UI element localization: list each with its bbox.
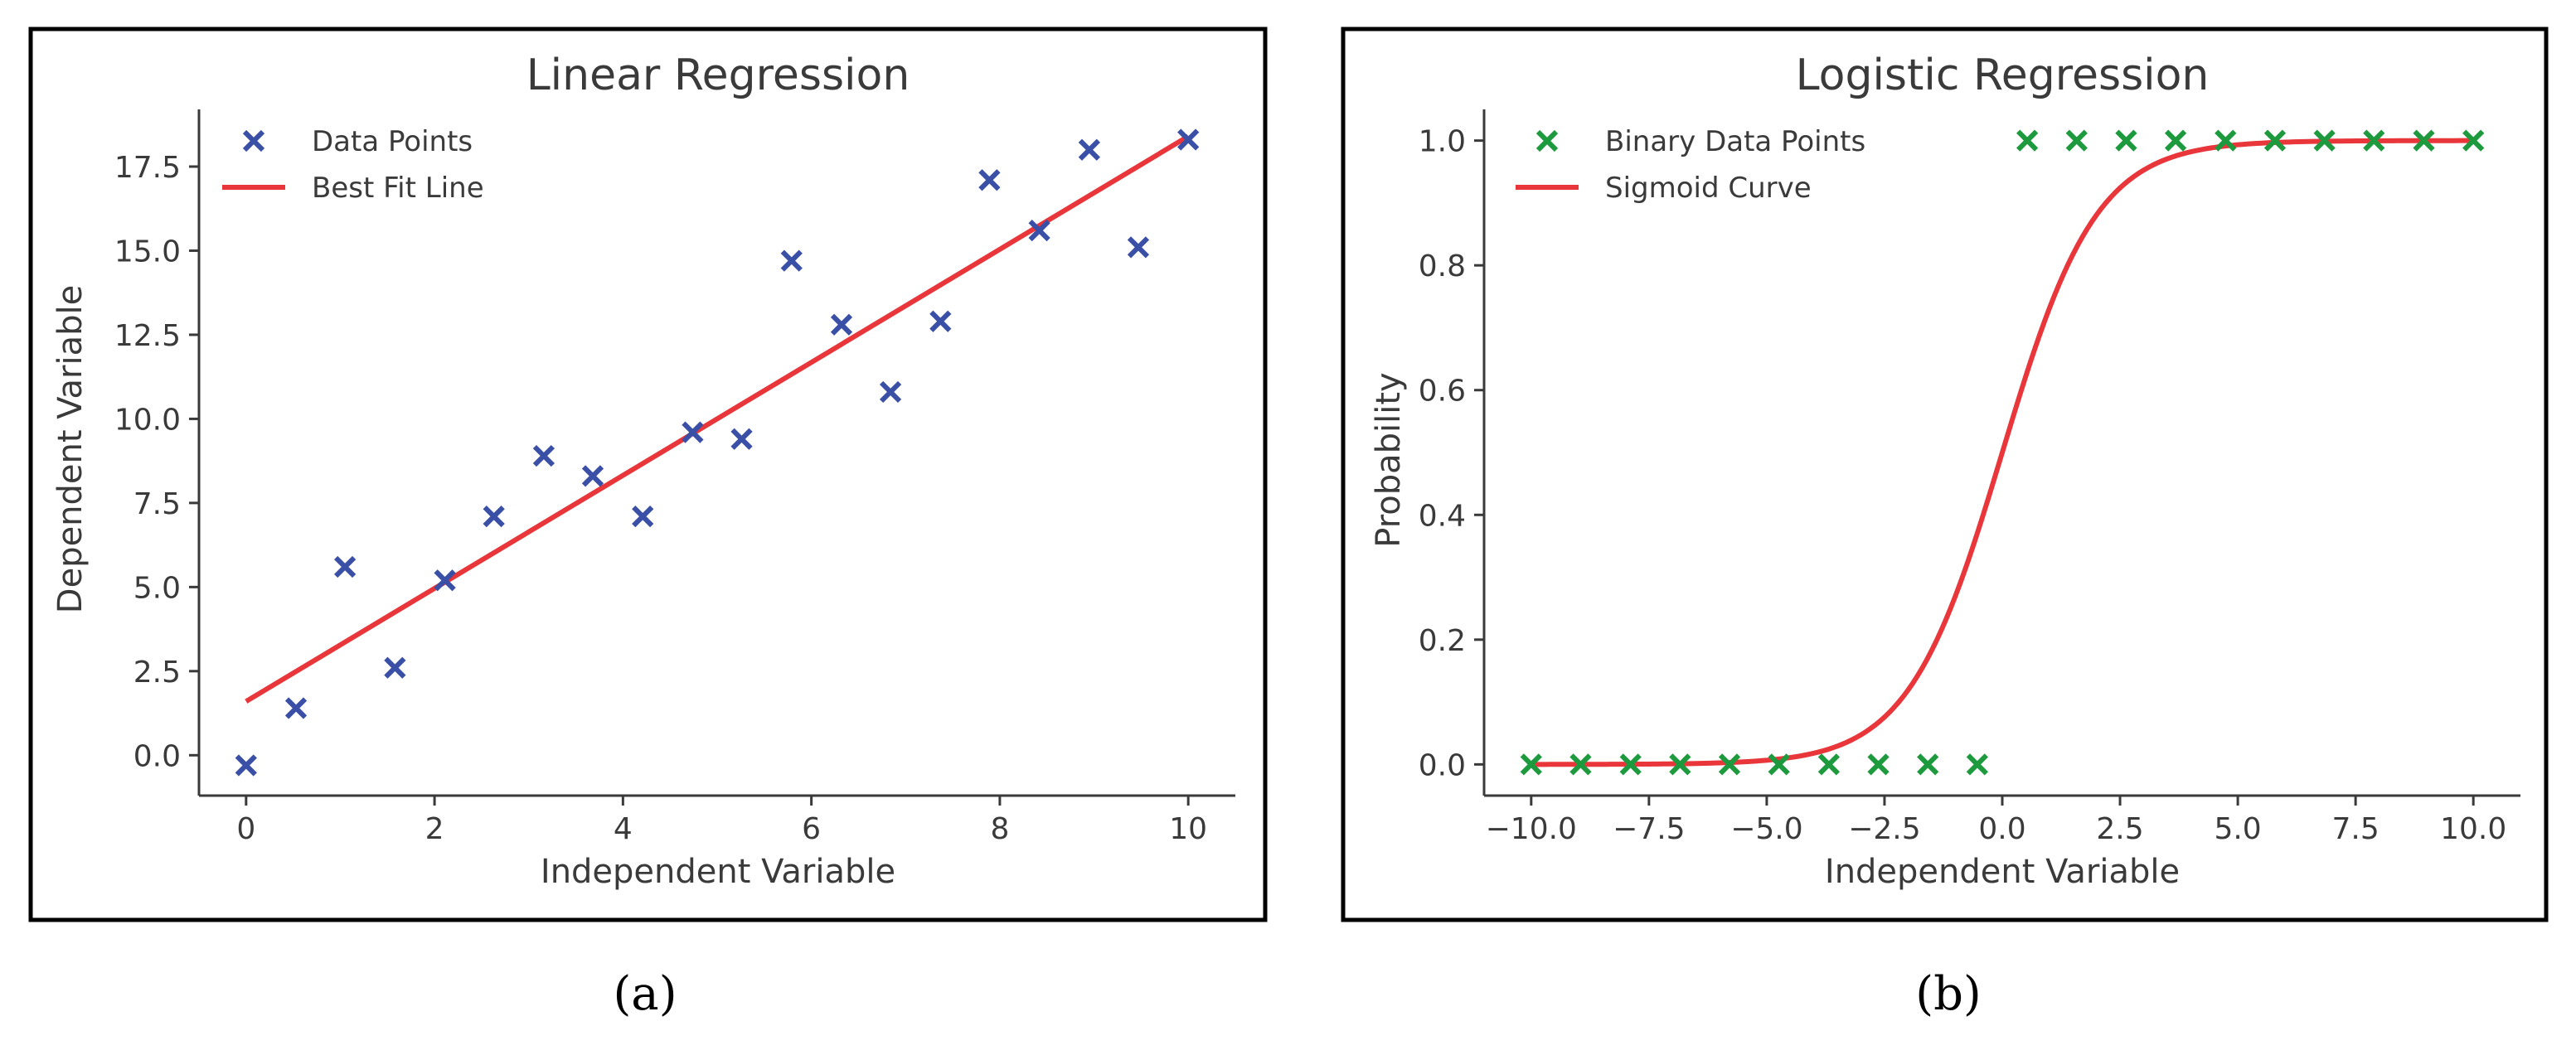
chart-a-series xyxy=(235,128,1200,777)
chart-a-x-tick-label: 0 xyxy=(236,812,255,846)
chart-b-data-point xyxy=(2065,129,2088,152)
sigmoid-curve-line xyxy=(1531,138,2474,767)
chart-b-data-point xyxy=(2363,129,2385,152)
chart-a-data-point xyxy=(581,465,604,487)
panel-linear-regression: Linear Regression Independent Variable D… xyxy=(28,27,1268,922)
chart-b-series xyxy=(1520,129,2485,776)
chart-a-data-point xyxy=(1177,128,1200,151)
chart-a-data-point xyxy=(879,380,902,404)
chart-a-data-point xyxy=(978,169,1001,191)
chart-a-data-point xyxy=(1078,138,1100,161)
panel-b-frame xyxy=(1341,27,2549,922)
chart-a-data-point xyxy=(1127,236,1150,259)
chart-b-data-point xyxy=(2413,129,2435,152)
chart-a-y-tick-label: 12.5 xyxy=(114,319,181,353)
chart-b-x-tick-label: 0.0 xyxy=(1978,812,2025,846)
chart-a-x-axis-label: Independent Variable xyxy=(541,853,895,891)
chart-a-x-tick-label: 4 xyxy=(614,812,633,846)
chart-b-data-point xyxy=(1867,753,1890,776)
chart-a-data-point xyxy=(235,754,257,777)
chart-a-y-tick-label: 5.0 xyxy=(133,571,181,605)
chart-a-data-point xyxy=(483,505,505,528)
chart-b-legend-marker-scatter xyxy=(1535,129,1559,152)
chart-a-y-axis-label: Dependent Variable xyxy=(51,285,90,613)
chart-b-x-tick-label: 10.0 xyxy=(2440,812,2506,846)
chart-a-data-point xyxy=(830,313,853,336)
chart-b-data-point xyxy=(2164,129,2187,152)
chart-a-y-tick-label: 15.0 xyxy=(114,235,181,269)
chart-a-data-point xyxy=(929,310,952,332)
panel-logistic-regression: Logistic Regression Independent Variable… xyxy=(1341,27,2549,922)
chart-b-y-tick-label: 0.6 xyxy=(1419,375,1466,409)
chart-a-data-point xyxy=(682,421,704,443)
chart-a-data-point xyxy=(284,697,308,719)
chart-a-x-tick-label: 8 xyxy=(990,812,1009,846)
chart-a-data-point xyxy=(632,505,654,528)
chart-b-data-point xyxy=(2215,129,2237,152)
caption-a: (a) xyxy=(613,967,677,1021)
chart-b-data-point xyxy=(1569,753,1592,776)
chart-a-legend-label: Data Points xyxy=(312,125,473,158)
chart-a-axes xyxy=(197,109,1235,797)
chart-a-data-point xyxy=(334,555,357,578)
chart-b-legend: Binary Data Points Sigmoid Curve xyxy=(1516,125,1865,205)
chart-a-legend-label: Best Fit Line xyxy=(312,172,484,205)
chart-b-x-tick-label: 7.5 xyxy=(2332,812,2380,846)
chart-b-x-tick-label: 5.0 xyxy=(2214,812,2261,846)
panel-a-frame xyxy=(28,27,1268,922)
chart-b-legend-label: Binary Data Points xyxy=(1605,125,1865,158)
chart-a-title: Linear Regression xyxy=(526,51,910,100)
chart-b-data-point xyxy=(1619,753,1642,776)
chart-b-data-point xyxy=(2462,129,2485,152)
chart-a-y-tick-label: 7.5 xyxy=(133,487,181,521)
chart-b-data-point xyxy=(1669,753,1691,776)
chart-b-ticks: −10.0 −7.5 −5.0 −2.5 0.0 2.5 5.0 7.5 10.0 0.0 0.2 0… xyxy=(1419,125,2507,846)
chart-b-data-point xyxy=(1768,753,1790,776)
chart-a-data-point xyxy=(532,444,555,467)
chart-b-x-tick-label: −10.0 xyxy=(1486,812,1577,846)
chart-b-data-point xyxy=(1718,753,1741,776)
chart-b-data-point xyxy=(1917,753,1939,776)
chart-a-legend-marker-scatter xyxy=(242,129,265,152)
caption-b: (b) xyxy=(1915,967,1982,1021)
best-fit-line xyxy=(245,133,1190,704)
chart-b-data-point xyxy=(2115,129,2137,152)
chart-a-y-tick-label: 17.5 xyxy=(114,151,181,185)
chart-b-title: Logistic Regression xyxy=(1796,51,2210,100)
chart-b-data-point xyxy=(2016,129,2039,152)
chart-a-x-tick-label: 10 xyxy=(1169,812,1207,846)
chart-a-x-tick-label: 6 xyxy=(802,812,821,846)
chart-a-data-point xyxy=(434,569,456,592)
chart-b-x-tick-label: −5.0 xyxy=(1730,812,1802,846)
chart-b-x-tick-label: 2.5 xyxy=(2096,812,2143,846)
chart-a-y-tick-label: 10.0 xyxy=(114,403,181,437)
chart-b-y-tick-label: 1.0 xyxy=(1419,125,1466,159)
chart-b-x-tick-label: −2.5 xyxy=(1848,812,1920,846)
chart-b-data-point xyxy=(1966,753,1989,776)
chart-b-x-axis-label: Independent Variable xyxy=(1825,853,2180,891)
chart-a-ticks: 0 2 4 6 8 10 0.0 2.5 5.0 7.5 10.0 12.5 15.0 17.5 xyxy=(114,151,1207,846)
chart-a-data-point xyxy=(730,428,753,450)
chart-a-y-tick-label: 0.0 xyxy=(133,739,181,773)
chart-a-data-point xyxy=(384,656,406,679)
chart-b-data-point xyxy=(1520,753,1542,776)
chart-a-data-point xyxy=(1028,219,1050,242)
chart-a-data-point xyxy=(780,249,803,272)
chart-b-y-tick-label: 0.8 xyxy=(1419,249,1466,283)
chart-a-legend: Data Points Best Fit Line xyxy=(222,125,484,205)
chart-b-y-tick-label: 0.2 xyxy=(1419,624,1466,658)
chart-a-x-tick-label: 2 xyxy=(425,812,444,846)
chart-b-data-point xyxy=(2263,129,2287,152)
chart-b-legend-label: Sigmoid Curve xyxy=(1605,172,1812,205)
chart-b-x-tick-label: −7.5 xyxy=(1613,812,1685,846)
chart-b-y-axis-label: Probability xyxy=(1370,372,1408,547)
chart-b-y-tick-label: 0.0 xyxy=(1419,748,1466,782)
chart-b-y-tick-label: 0.4 xyxy=(1419,499,1466,533)
chart-b-data-point xyxy=(1817,753,1841,776)
chart-b-data-point xyxy=(2313,129,2336,152)
chart-a-y-tick-label: 2.5 xyxy=(133,656,181,690)
